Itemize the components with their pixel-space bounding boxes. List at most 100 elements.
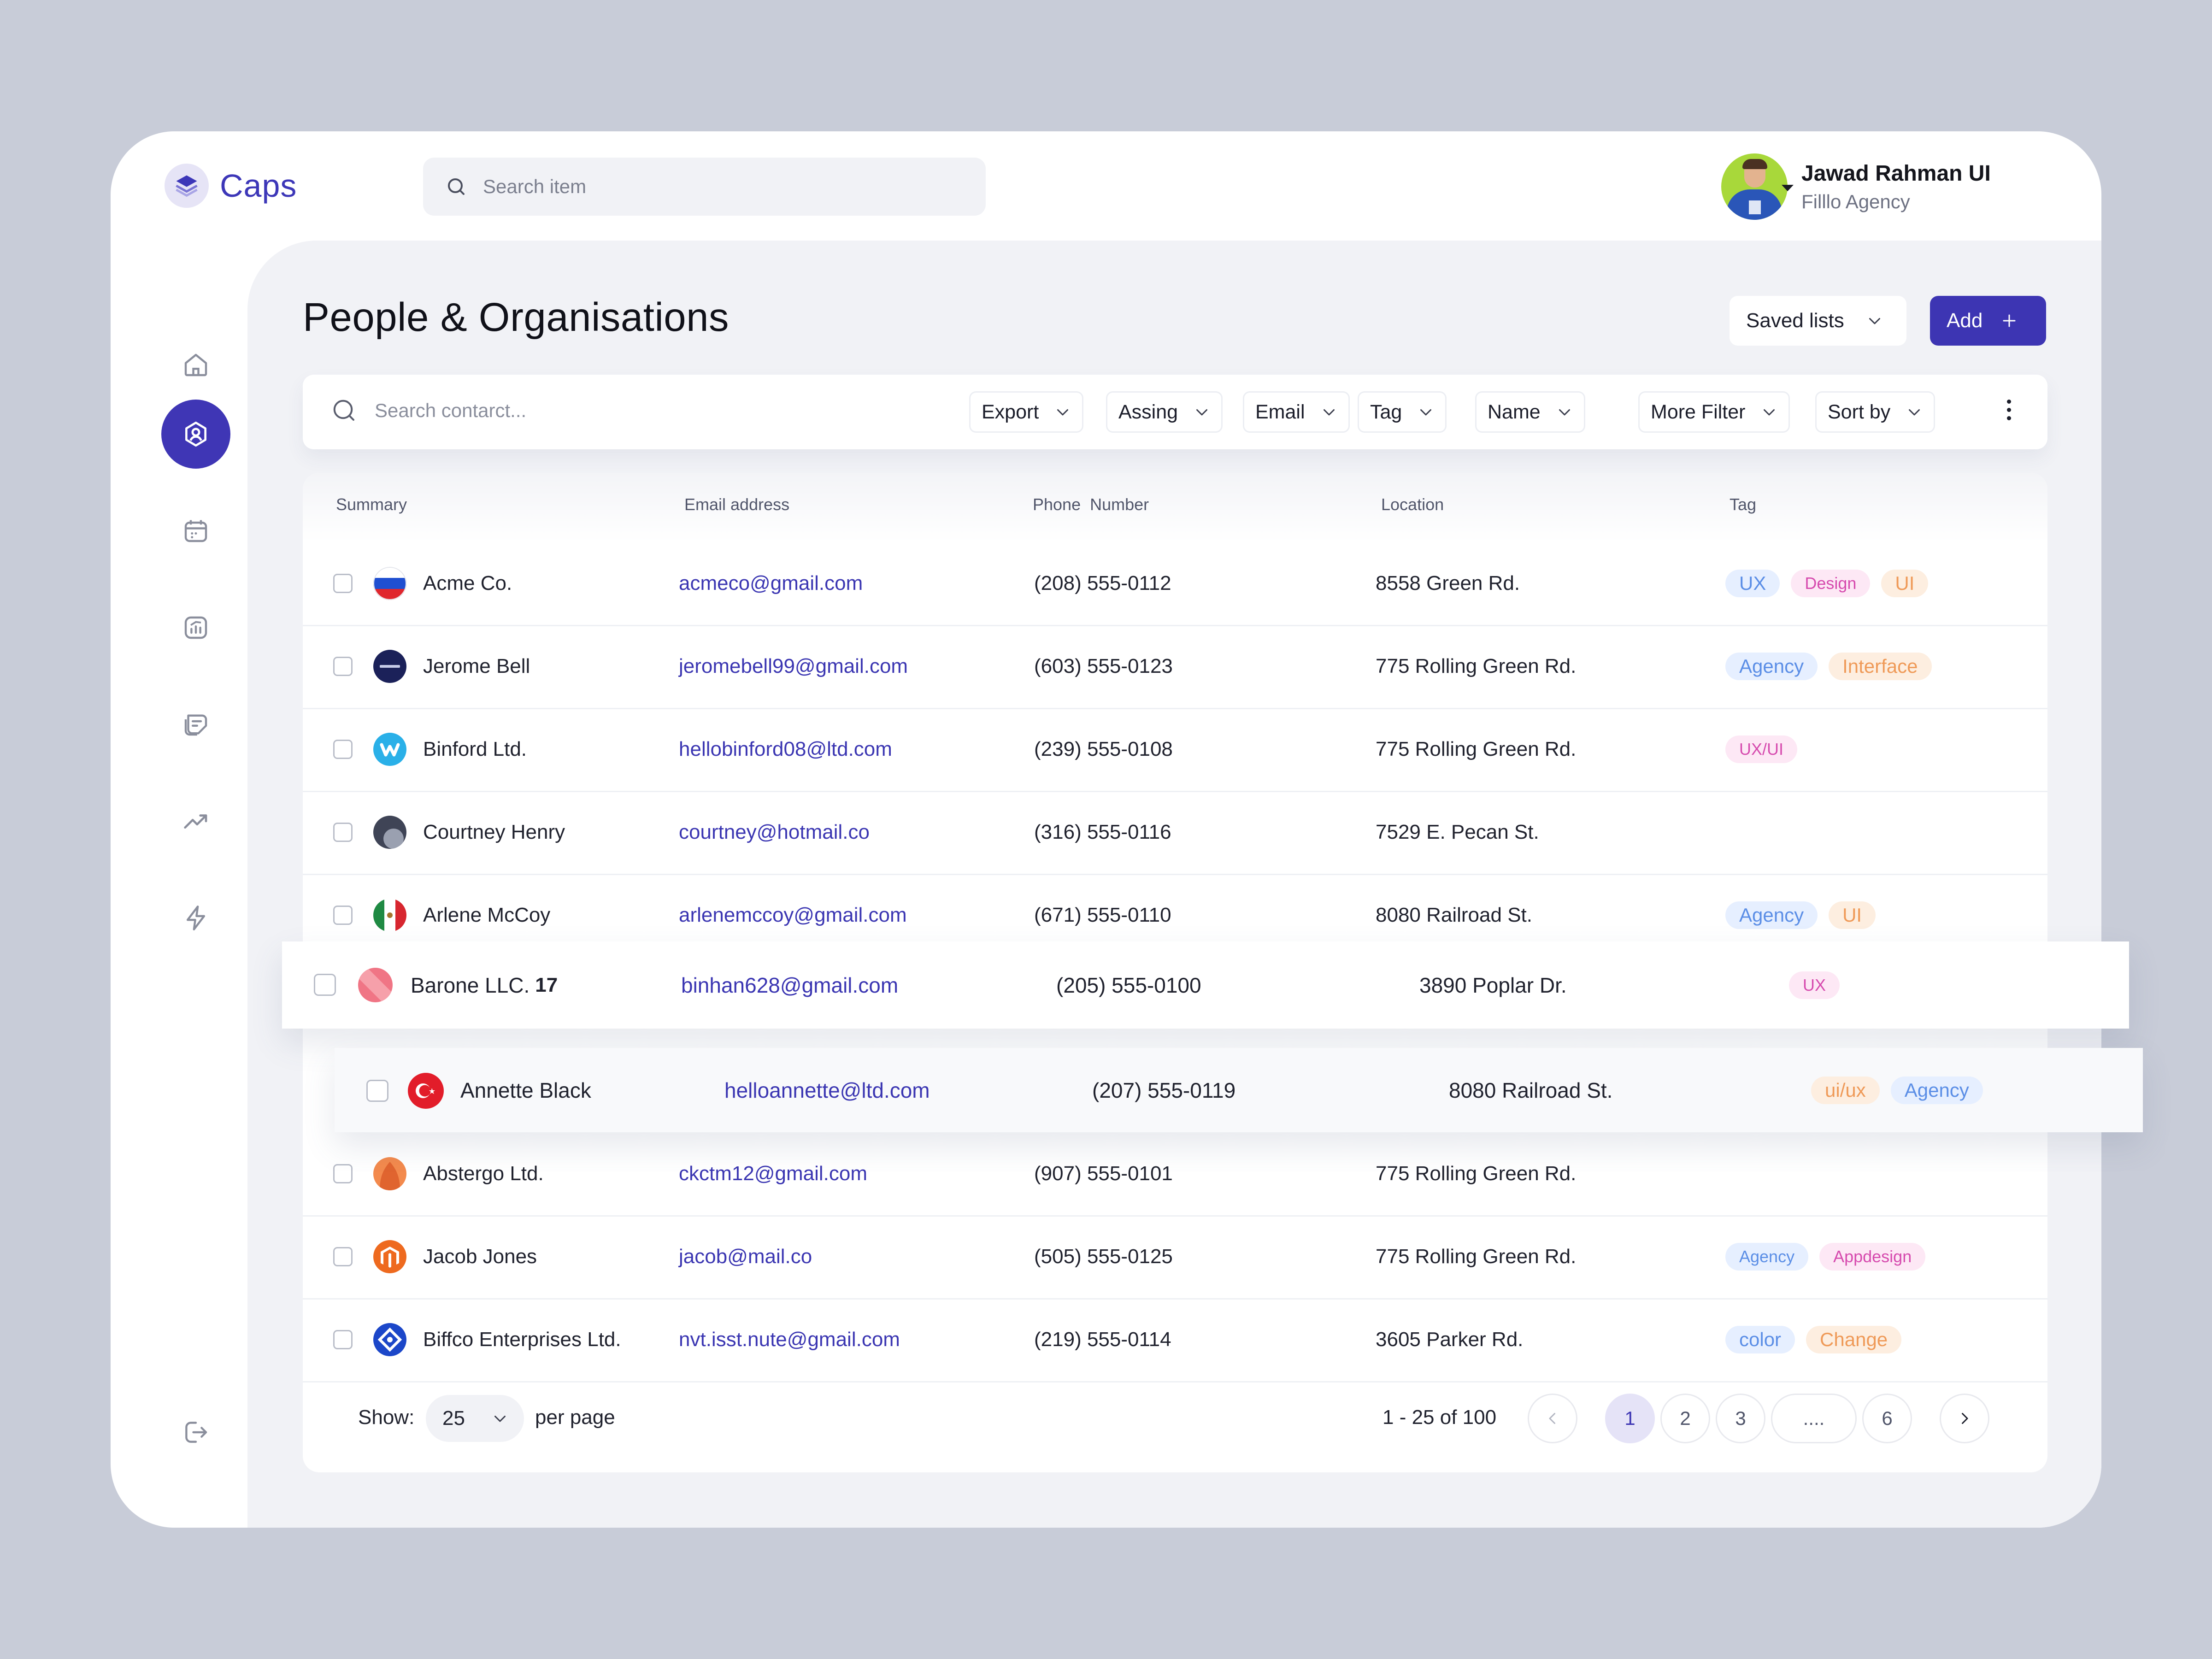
user-profile[interactable]: Jawad Rahman UI Filllo Agency	[1721, 153, 1991, 220]
contact-search-input[interactable]: Search contarct...	[330, 397, 526, 424]
row-checkbox[interactable]	[333, 657, 353, 676]
contact-name[interactable]: Annette Black	[460, 1078, 591, 1102]
row-checkbox[interactable]	[333, 574, 353, 593]
table-row[interactable]: Binford Ltd. hellobinford08@ltd.com (239…	[303, 708, 2047, 792]
tag-chip[interactable]: Design	[1791, 570, 1871, 597]
contact-location: 775 Rolling Green Rd.	[1376, 655, 1577, 677]
filter-name[interactable]: Name	[1475, 391, 1585, 433]
filter-label: Assing	[1118, 400, 1178, 423]
filter-more[interactable]: More Filter	[1638, 391, 1790, 433]
column-header[interactable]: Email address	[684, 495, 790, 514]
tag-chip[interactable]: color	[1725, 1326, 1795, 1353]
table-row-floating[interactable]: Barone LLC. 17 binhan628@gmail.com (205)…	[282, 941, 2129, 1029]
row-checkbox[interactable]	[333, 823, 353, 842]
row-checkbox[interactable]	[333, 1164, 353, 1183]
page-button-2[interactable]: 2	[1660, 1394, 1710, 1443]
contact-email[interactable]: hellobinford08@ltd.com	[679, 738, 892, 760]
tag-chip[interactable]: UX/UI	[1725, 735, 1798, 763]
column-header[interactable]: Phone Number	[1033, 495, 1149, 514]
tag-chip[interactable]: Appdesign	[1819, 1243, 1926, 1271]
chevron-down-icon	[1196, 409, 1208, 416]
sidebar-item-contacts[interactable]	[161, 400, 230, 469]
main-content: People & Organisations Saved lists Add S…	[247, 241, 2101, 1528]
tag-chip[interactable]: UX	[1725, 570, 1780, 597]
contact-email[interactable]: ckctm12@gmail.com	[679, 1162, 867, 1185]
row-checkbox[interactable]	[333, 1247, 353, 1266]
more-options-icon[interactable]	[2006, 400, 2012, 420]
row-checkbox[interactable]	[314, 974, 336, 996]
contact-location: 8080 Railroad St.	[1376, 904, 1532, 926]
sidebar-item-logout[interactable]	[161, 1398, 230, 1467]
tag-chip[interactable]: Interface	[1829, 653, 1932, 680]
sidebar-item-trending[interactable]	[161, 787, 230, 856]
show-label: Show:	[358, 1406, 415, 1429]
app-logo[interactable]: Caps	[165, 164, 297, 208]
contact-name[interactable]: Arlene McCoy	[423, 904, 551, 926]
filter-sort-by[interactable]: Sort by	[1815, 391, 1936, 433]
table-row[interactable]: Biffco Enterprises Ltd. nvt.isst.nute@gm…	[303, 1298, 2047, 1382]
page-button-6[interactable]: 6	[1862, 1394, 1912, 1443]
contact-name[interactable]: Jerome Bell	[423, 655, 530, 677]
contact-name[interactable]: Jacob Jones	[423, 1245, 537, 1268]
tag-chip[interactable]: Agency	[1725, 901, 1818, 929]
tag-chip[interactable]: UX	[1789, 971, 1840, 999]
per-page-select[interactable]: 25	[426, 1395, 524, 1442]
filter-label: Sort by	[1828, 400, 1891, 423]
column-header[interactable]: Tag	[1730, 495, 1757, 514]
add-button[interactable]: Add	[1930, 296, 2046, 346]
contact-name[interactable]: Abstergo Ltd.	[423, 1162, 544, 1185]
filter-email[interactable]: Email	[1243, 391, 1350, 433]
table-row[interactable]: Courtney Henry courtney@hotmail.co (316)…	[303, 791, 2047, 875]
column-header[interactable]: Location	[1381, 495, 1444, 514]
tag-chip[interactable]: Agency	[1725, 653, 1818, 680]
tag-chip[interactable]: Change	[1806, 1326, 1902, 1353]
row-checkbox[interactable]	[333, 1330, 353, 1349]
table-row[interactable]: Abstergo Ltd. ckctm12@gmail.com (907) 55…	[303, 1132, 2047, 1217]
row-checkbox[interactable]	[366, 1080, 388, 1102]
contact-name[interactable]: Binford Ltd.	[423, 738, 527, 760]
saved-lists-dropdown[interactable]: Saved lists	[1730, 296, 1906, 346]
caret-down-icon[interactable]	[1782, 185, 1794, 191]
tag-chip[interactable]: Agency	[1890, 1076, 1983, 1104]
table-row[interactable]: Acme Co. acmeco@gmail.com (208) 555-0112…	[303, 542, 2047, 626]
contact-email[interactable]: helloannette@ltd.com	[724, 1078, 930, 1102]
table-row-floating[interactable]: Annette Black helloannette@ltd.com (207)…	[335, 1048, 2143, 1132]
sidebar-item-notes[interactable]	[161, 690, 230, 759]
tag-chip[interactable]: Agency	[1725, 1243, 1809, 1271]
contact-email[interactable]: acmeco@gmail.com	[679, 572, 863, 594]
sidebar-item-automation[interactable]	[161, 883, 230, 953]
prev-page-button[interactable]	[1528, 1394, 1577, 1443]
tag-chip[interactable]: UI	[1829, 901, 1876, 929]
page-button-3[interactable]: 3	[1716, 1394, 1765, 1443]
filter-assign[interactable]: Assing	[1106, 391, 1223, 433]
contact-email[interactable]: binhan628@gmail.com	[681, 973, 899, 997]
per-page-label: per page	[535, 1406, 615, 1429]
page-button-1[interactable]: 1	[1605, 1394, 1655, 1443]
contact-name[interactable]: Barone LLC.	[411, 973, 530, 997]
table-row[interactable]: Jerome Bell jeromebell99@gmail.com (603)…	[303, 625, 2047, 709]
contact-email[interactable]: arlenemccoy@gmail.com	[679, 904, 907, 926]
contact-email[interactable]: nvt.isst.nute@gmail.com	[679, 1328, 900, 1351]
tag-chip[interactable]: UI	[1881, 570, 1929, 597]
contact-email[interactable]: courtney@hotmail.co	[679, 821, 870, 843]
contact-email[interactable]: jacob@mail.co	[679, 1245, 812, 1268]
next-page-button[interactable]	[1940, 1394, 1989, 1443]
table-row[interactable]: Jacob Jones jacob@mail.co (505) 555-0125…	[303, 1215, 2047, 1300]
row-checkbox[interactable]	[333, 906, 353, 925]
column-header[interactable]: Summary	[336, 495, 407, 514]
sidebar-item-analytics[interactable]	[161, 593, 230, 662]
page-ellipsis[interactable]: ....	[1771, 1394, 1857, 1443]
app-window: Caps Search item Jawad Rahman UI Filllo …	[111, 131, 2101, 1528]
contact-name[interactable]: Biffco Enterprises Ltd.	[423, 1328, 621, 1351]
add-label: Add	[1947, 309, 1983, 332]
filter-tag[interactable]: Tag	[1358, 391, 1447, 433]
filter-export[interactable]: Export	[969, 391, 1084, 433]
tag-chip[interactable]: ui/ux	[1811, 1076, 1880, 1104]
sidebar-item-calendar[interactable]	[161, 496, 230, 565]
contact-name[interactable]: Courtney Henry	[423, 821, 565, 843]
row-checkbox[interactable]	[333, 740, 353, 759]
global-search-input[interactable]: Search item	[423, 158, 986, 216]
sidebar-item-home[interactable]	[161, 330, 230, 400]
contact-email[interactable]: jeromebell99@gmail.com	[679, 655, 908, 677]
contact-name[interactable]: Acme Co.	[423, 572, 512, 594]
